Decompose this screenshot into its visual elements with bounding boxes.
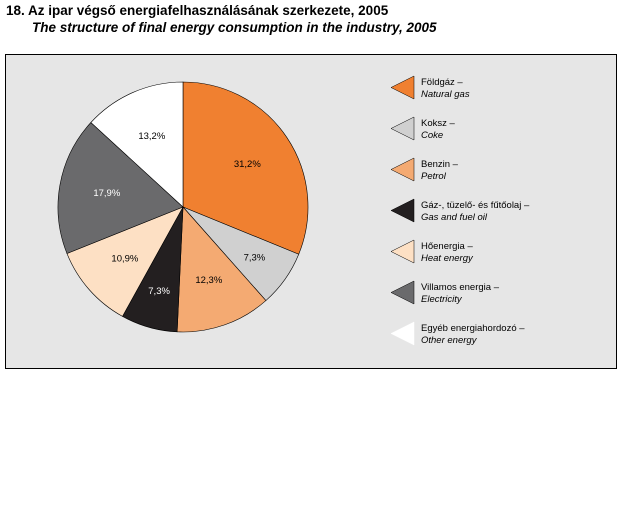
legend-marker-7	[390, 321, 415, 346]
legend-label-hu-5: Hőenergia –	[421, 241, 473, 252]
legend-label-en-7: Other energy	[421, 335, 478, 346]
pie-slice-3	[176, 206, 267, 333]
slice-label-4: 7,3%	[148, 286, 170, 297]
pie-slice-7	[90, 81, 184, 208]
legend-marker-2	[390, 116, 415, 141]
slice-label-5: 10,9%	[111, 253, 138, 264]
legend-label-en-3: Petrol	[421, 171, 447, 182]
slice-label-3: 12,3%	[195, 275, 222, 286]
legend-label-hu-6: Villamos energia –	[421, 282, 500, 293]
legend-label-en-6: Electricity	[421, 294, 463, 305]
legend-label-hu-3: Benzin –	[421, 159, 459, 170]
legend-label-hu-4: Gáz-, tüzelő- és fűtőolaj –	[421, 200, 530, 211]
legend-label-en-2: Coke	[421, 130, 443, 141]
legend-marker-4	[390, 198, 415, 223]
chart-subtitle: The structure of final energy consumptio…	[32, 20, 437, 35]
slice-label-6: 17,9%	[93, 188, 120, 199]
chart-title: 18. Az ipar végső energiafelhasználásána…	[6, 3, 389, 18]
slice-label-7: 13,2%	[138, 131, 165, 142]
legend-marker-1	[390, 75, 415, 100]
legend-label-hu-1: Földgáz –	[421, 77, 463, 88]
legend-marker-6	[390, 280, 415, 305]
legend-label-en-4: Gas and fuel oil	[421, 212, 488, 223]
slice-label-2: 7,3%	[244, 253, 266, 264]
legend-label-hu-2: Koksz –	[421, 118, 456, 129]
legend-marker-3	[390, 157, 415, 182]
legend-label-en-1: Natural gas	[421, 89, 470, 100]
pie-slice-6	[57, 122, 184, 254]
legend-label-en-5: Heat energy	[421, 253, 474, 264]
legend-label-hu-7: Egyéb energiahordozó –	[421, 323, 525, 334]
pie-slice-5	[66, 206, 184, 317]
slice-label-1: 31,2%	[234, 159, 261, 170]
legend-marker-5	[390, 239, 415, 264]
pie-slice-1	[182, 81, 309, 255]
